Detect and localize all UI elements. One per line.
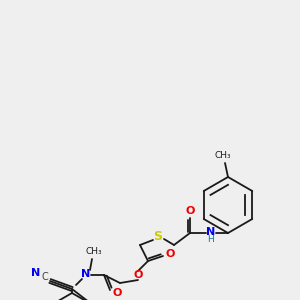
Text: O: O [185,206,195,216]
Text: N: N [206,227,216,237]
Text: O: O [133,270,143,280]
Text: O: O [112,288,122,298]
Text: S: S [154,230,163,244]
Text: CH₃: CH₃ [215,152,231,160]
Text: CH₃: CH₃ [86,248,102,256]
Text: N: N [81,269,91,279]
Text: H: H [208,236,214,244]
Text: O: O [165,249,175,259]
Text: N: N [32,268,40,278]
Text: C: C [42,272,48,282]
